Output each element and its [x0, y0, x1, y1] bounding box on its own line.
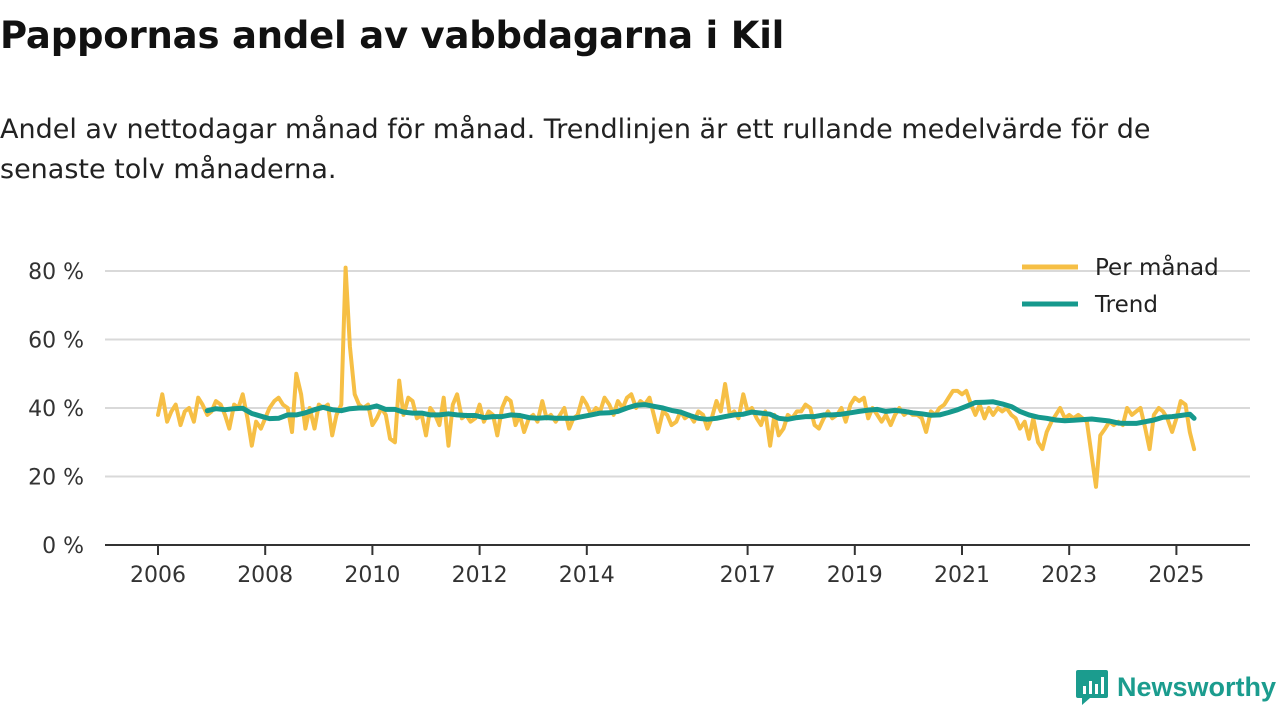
- series-line-per-manad: [156, 265, 1197, 489]
- brand-name: Newsworthy: [1116, 671, 1276, 702]
- x-tick-label: 2017: [720, 563, 776, 588]
- newsworthy-logo-icon: [1075, 670, 1108, 705]
- y-tick-label: 80 %: [28, 260, 84, 285]
- y-tick-label: 60 %: [28, 329, 84, 354]
- x-tick-label: 2006: [130, 563, 186, 588]
- series-line-trend: [204, 399, 1197, 426]
- legend-label-per-manad: Per månad: [1095, 253, 1219, 281]
- y-tick-label: 0 %: [42, 534, 84, 559]
- x-tick-label: 2014: [559, 563, 615, 588]
- series-lines: [156, 265, 1197, 489]
- y-tick-label: 40 %: [28, 397, 84, 422]
- y-axis-ticks: 0 % 20 % 40 % 60 % 80 %: [28, 260, 84, 559]
- x-tick-label: 2008: [237, 563, 293, 588]
- x-tick-label: 2010: [344, 563, 400, 588]
- chart-subtitle: Andel av nettodagar månad för månad. Tre…: [0, 114, 1151, 185]
- x-tick-label: 2019: [827, 563, 883, 588]
- x-tick-label: 2021: [934, 563, 990, 588]
- gridlines: [105, 270, 1250, 478]
- x-tick-label: 2025: [1148, 563, 1204, 588]
- brand-logo: Newsworthy: [1075, 668, 1276, 706]
- legend: Per månad Trend: [1022, 253, 1219, 318]
- y-tick-label: 20 %: [28, 466, 84, 491]
- x-tick-label: 2012: [452, 563, 508, 588]
- legend-label-trend: Trend: [1094, 292, 1158, 318]
- x-axis: 2006 2008 2010 2012 2014 2017 2019 2021 2023 2025: [105, 544, 1250, 588]
- chart-title: Pappornas andel av vabbdagarna i Kil: [0, 14, 785, 57]
- x-tick-label: 2023: [1041, 563, 1097, 588]
